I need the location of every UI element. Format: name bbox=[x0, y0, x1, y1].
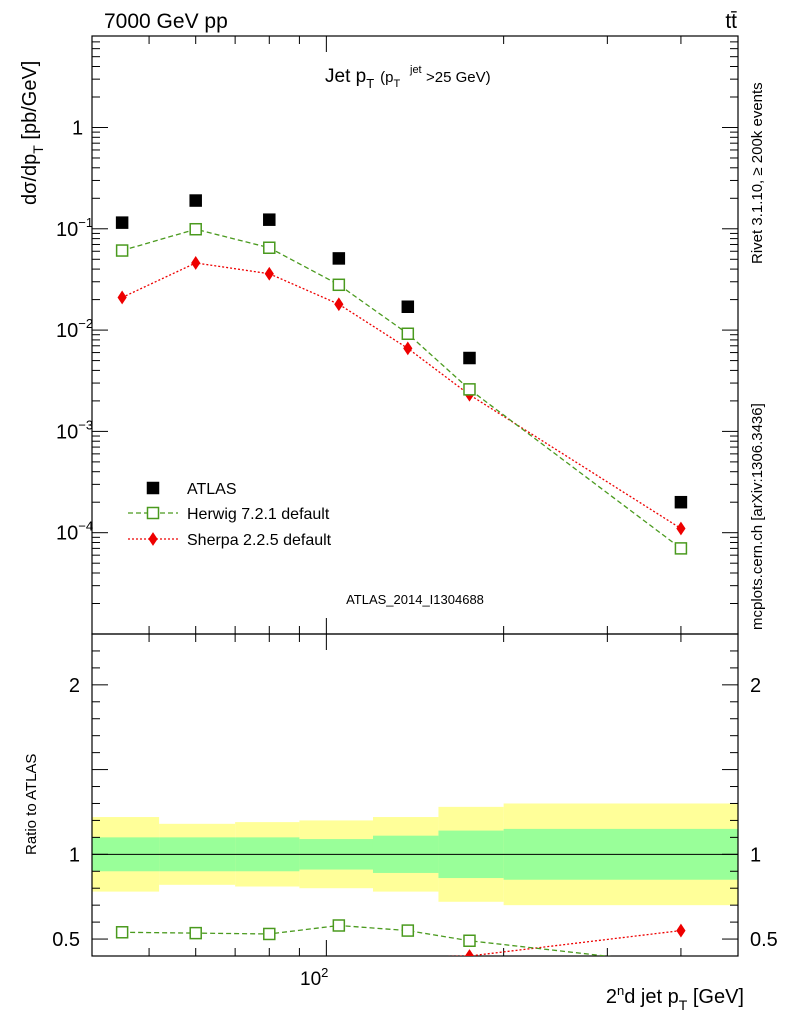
atlas-point bbox=[189, 194, 202, 207]
herwig-ratio-point bbox=[463, 934, 476, 947]
herwig-point bbox=[115, 244, 129, 257]
ratio-frame bbox=[91, 633, 739, 957]
ratio-y-tick-label-right: 0.5 bbox=[750, 929, 778, 951]
ratio-y-tick-label-right: 2 bbox=[750, 675, 761, 697]
legend-herwig-label: Herwig 7.2.1 default bbox=[187, 506, 330, 523]
rivet-label: Rivet 3.1.10, ≥ 200k events bbox=[749, 82, 766, 264]
atlas-point bbox=[401, 300, 415, 313]
legend: ATLAS Herwig 7.2.1 default Sherpa 2.2.5 de… bbox=[128, 481, 332, 549]
ratio-y-tick-label-left: 2 bbox=[69, 675, 80, 697]
atlas-point bbox=[463, 351, 476, 365]
main-series bbox=[115, 194, 688, 555]
sherpa-point bbox=[403, 341, 413, 356]
herwig-point bbox=[401, 327, 415, 341]
ratio-bands bbox=[92, 803, 738, 906]
main-y-tick-label: 10−2 bbox=[56, 316, 93, 342]
sherpa-point bbox=[117, 290, 127, 305]
legend-sherpa-label: Sherpa 2.2.5 default bbox=[187, 532, 332, 549]
legend-herwig-marker bbox=[146, 506, 160, 520]
sherpa-ratio-point bbox=[464, 949, 475, 956]
ratio-y-tick-label-left: 1 bbox=[69, 844, 80, 866]
legend-atlas-label: ATLAS bbox=[187, 481, 237, 498]
ratio-y-tick-label-right: 1 bbox=[750, 844, 761, 866]
svg-text:jet: jet bbox=[409, 64, 422, 76]
main-y-tick-label: 10−4 bbox=[56, 519, 93, 545]
atlas-point bbox=[332, 252, 346, 265]
herwig-ratio-point bbox=[189, 926, 202, 940]
legend-atlas-marker bbox=[146, 481, 160, 495]
herwig-point bbox=[674, 542, 688, 555]
atlas-point bbox=[115, 216, 129, 229]
x-axis-label: 2nd jet pT [GeV] bbox=[606, 983, 744, 1013]
herwig-ratio-point bbox=[263, 927, 276, 941]
main-y-axis-label: dσ/dpT [pb/GeV] bbox=[19, 61, 46, 205]
analysis-id: ATLAS_2014_I1304688 bbox=[346, 592, 484, 607]
sherpa-point bbox=[191, 256, 201, 270]
sherpa-ratio-line bbox=[445, 929, 682, 956]
herwig-ratio-line bbox=[122, 924, 612, 956]
main-y-tick-label: 10−1 bbox=[56, 215, 93, 241]
sherpa-point bbox=[264, 266, 274, 281]
atlas-point bbox=[263, 213, 276, 226]
main-y-tick-label: 1 bbox=[72, 117, 83, 139]
main-axis-ticks: 10−4 10−3 10−2 10−1 1 bbox=[56, 35, 739, 635]
energy-label: 7000 GeV pp bbox=[104, 10, 228, 33]
ratio-axis-ticks: 0.5 0.5 1 1 2 2 bbox=[52, 633, 778, 957]
legend-sherpa-marker bbox=[148, 532, 158, 546]
ratio-series bbox=[115, 919, 686, 956]
herwig-point bbox=[332, 278, 346, 292]
sherpa-ratio-point bbox=[676, 923, 686, 938]
sherpa-point bbox=[676, 521, 686, 536]
svg-text:>25 GeV): >25 GeV) bbox=[426, 69, 491, 86]
herwig-ratio-point bbox=[115, 926, 129, 939]
process-label: tt̄ bbox=[725, 10, 737, 33]
svg-text:Jet pT(pT: Jet pT (pT bbox=[325, 66, 401, 91]
herwig-line bbox=[121, 228, 682, 549]
herwig-point bbox=[463, 383, 476, 396]
main-y-tick-label: 10−3 bbox=[56, 417, 93, 443]
ratio-y-tick-label-left: 0.5 bbox=[52, 929, 80, 951]
sherpa-point bbox=[334, 297, 344, 312]
herwig-ratio-point bbox=[401, 924, 415, 937]
mcplots-label: mcplots.cern.ch [arXiv:1306.3436] bbox=[749, 403, 766, 630]
herwig-ratio-point bbox=[332, 919, 346, 932]
plot-title: Jet pT (pT jet >25 GeV) bbox=[325, 64, 491, 91]
x-tick-label-100: 102 bbox=[300, 965, 328, 990]
ratio-y-axis-label: Ratio to ATLAS bbox=[23, 754, 40, 855]
herwig-point bbox=[263, 241, 276, 254]
herwig-point bbox=[189, 222, 202, 236]
atlas-point bbox=[674, 495, 688, 509]
